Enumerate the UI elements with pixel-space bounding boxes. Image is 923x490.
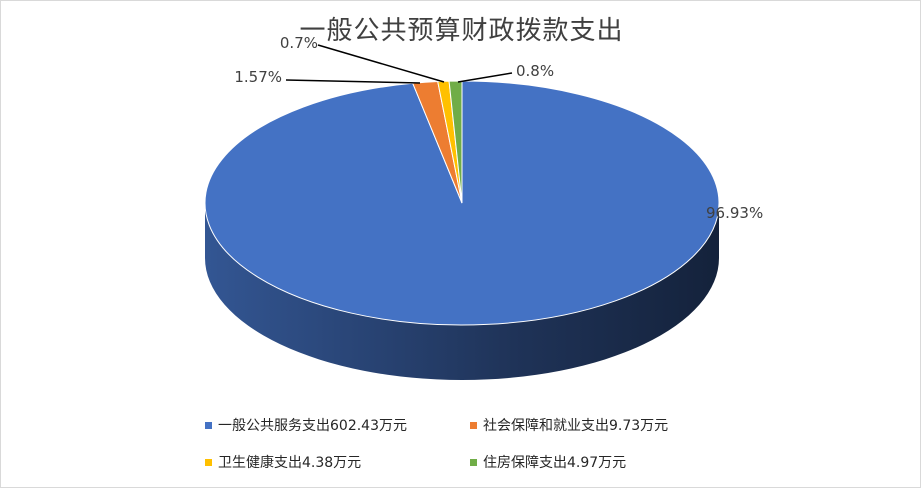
legend-swatch	[470, 421, 477, 429]
leader-line	[457, 72, 513, 83]
legend-value: 9.73万元	[609, 418, 669, 434]
data-label: 1.57%	[234, 68, 282, 86]
pie-slice-side	[205, 203, 719, 380]
data-label: 96.93%	[706, 204, 763, 222]
legend-swatch	[205, 421, 212, 429]
legend-value: 4.97万元	[567, 455, 627, 471]
chart-title: 一般公共预算财政拨款支出	[299, 16, 624, 46]
legend-value: 602.43万元	[330, 418, 407, 434]
data-label: 0.7%	[280, 34, 318, 52]
legend-item-housing: 住房保障支出4.97万元	[470, 452, 626, 472]
legend-label: 社会保障和就业支出	[483, 418, 609, 434]
legend-label: 卫生健康支出	[218, 455, 302, 471]
leader-line	[317, 44, 445, 83]
legend-item-health: 卫生健康支出4.38万元	[205, 452, 361, 472]
legend-swatch	[470, 458, 477, 466]
legend-item-social-security: 社会保障和就业支出9.73万元	[470, 415, 668, 435]
legend-label: 一般公共服务支出	[218, 418, 330, 434]
legend-item-general-public-services: 一般公共服务支出602.43万元	[205, 415, 407, 435]
legend-label: 住房保障支出	[483, 455, 567, 471]
legend-swatch	[205, 458, 212, 466]
legend-value: 4.38万元	[302, 455, 362, 471]
data-label: 0.8%	[516, 62, 554, 80]
leader-line	[285, 79, 421, 84]
